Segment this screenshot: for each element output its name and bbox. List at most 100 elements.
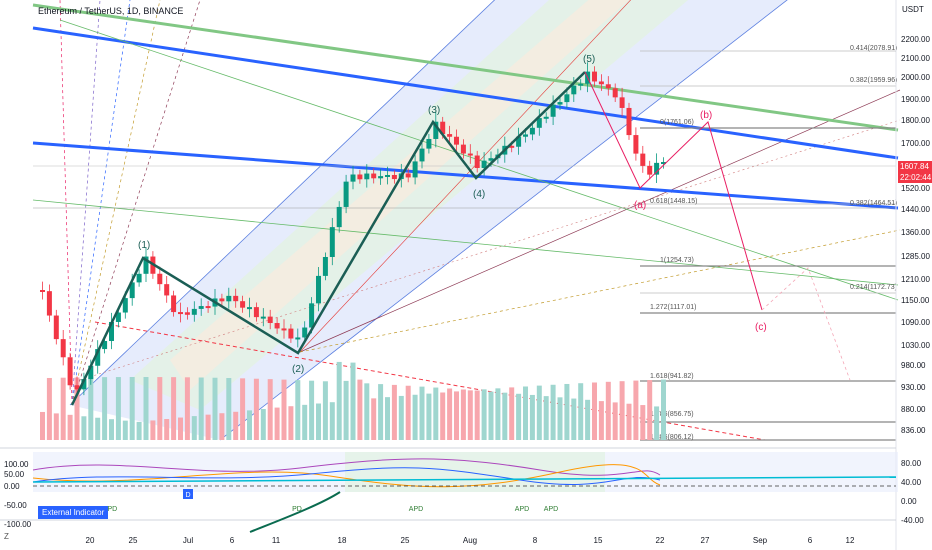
candle[interactable]: [329, 227, 335, 257]
candle[interactable]: [578, 83, 584, 86]
candle[interactable]: [564, 94, 570, 103]
candle[interactable]: [412, 161, 418, 178]
candle[interactable]: [516, 136, 522, 147]
candle[interactable]: [191, 308, 197, 315]
candle[interactable]: [309, 303, 315, 328]
candle[interactable]: [164, 284, 170, 296]
candle[interactable]: [253, 307, 259, 318]
candle[interactable]: [433, 121, 439, 139]
candle[interactable]: [405, 173, 411, 178]
upper-blue-trendline[interactable]: [32, 26, 899, 160]
candle[interactable]: [378, 176, 384, 179]
candle[interactable]: [81, 379, 87, 390]
candle[interactable]: [53, 315, 59, 340]
time-axis[interactable]: 20 25 Jul 6 11 18 25 Aug 8 15 22 27 Sep 6 12: [86, 536, 855, 545]
candle[interactable]: [529, 127, 535, 135]
volume-bar: [198, 377, 204, 440]
candle[interactable]: [447, 134, 453, 137]
candle[interactable]: [467, 153, 473, 156]
candle[interactable]: [350, 174, 356, 182]
candle[interactable]: [74, 385, 80, 390]
candle[interactable]: [316, 275, 321, 304]
candle[interactable]: [385, 174, 390, 177]
candle[interactable]: [46, 291, 52, 316]
candle[interactable]: [240, 301, 246, 308]
candle[interactable]: [550, 104, 556, 117]
candle[interactable]: [626, 107, 632, 136]
candle[interactable]: [481, 160, 487, 169]
candle[interactable]: [661, 162, 666, 165]
candle[interactable]: [612, 88, 618, 98]
candle[interactable]: [157, 273, 163, 285]
candle[interactable]: [605, 84, 611, 89]
osc-left-tick: -50.00: [4, 501, 27, 510]
volume-bar: [212, 377, 218, 440]
price-axis[interactable]: 2200.00 2100.00 2000.00 1900.00 1800.00 1700.…: [901, 35, 930, 435]
candle[interactable]: [109, 321, 114, 341]
candle[interactable]: [67, 357, 73, 386]
candle[interactable]: [647, 165, 653, 175]
candle[interactable]: [640, 153, 646, 166]
candle[interactable]: [295, 337, 301, 340]
candle[interactable]: [205, 306, 211, 309]
candle[interactable]: [40, 290, 45, 292]
candle[interactable]: [171, 295, 177, 313]
candle[interactable]: [343, 181, 349, 207]
candle[interactable]: [136, 273, 142, 283]
candle[interactable]: [122, 298, 128, 313]
candle[interactable]: [488, 158, 494, 161]
candle[interactable]: [357, 174, 363, 180]
symbol-title[interactable]: Ethereum / TetherUS, 1D, BINANCE: [38, 6, 184, 16]
candle[interactable]: [364, 173, 370, 180]
candle[interactable]: [371, 173, 377, 179]
candle[interactable]: [288, 328, 294, 339]
candle[interactable]: [226, 295, 232, 302]
candle[interactable]: [598, 81, 604, 85]
candle[interactable]: [633, 135, 639, 154]
wave-label: (4): [473, 189, 485, 200]
candle[interactable]: [198, 306, 204, 309]
candle[interactable]: [274, 323, 280, 329]
indicator-name-label[interactable]: External Indicator: [38, 506, 109, 519]
candle[interactable]: [219, 298, 225, 302]
candle[interactable]: [260, 316, 266, 319]
candle[interactable]: [233, 295, 239, 302]
bottom-left-tag[interactable]: Z: [4, 532, 9, 541]
candle[interactable]: [143, 256, 149, 274]
lower-blue-trendline[interactable]: [32, 141, 899, 210]
candle[interactable]: [654, 162, 660, 175]
candle[interactable]: [281, 328, 287, 331]
candle[interactable]: [509, 145, 515, 148]
candle[interactable]: [336, 206, 342, 228]
candle[interactable]: [460, 144, 466, 154]
candle[interactable]: [419, 148, 425, 162]
candle[interactable]: [129, 282, 135, 299]
candle[interactable]: [115, 312, 121, 322]
candle[interactable]: [592, 71, 597, 82]
candle[interactable]: [543, 116, 549, 119]
candle[interactable]: [267, 316, 273, 324]
candle[interactable]: [322, 256, 328, 276]
candle[interactable]: [557, 102, 563, 105]
candle[interactable]: [178, 312, 183, 315]
candle[interactable]: [619, 97, 625, 108]
candle[interactable]: [536, 118, 542, 128]
green-trendline[interactable]: [32, 3, 899, 132]
candle[interactable]: [426, 138, 432, 149]
candle[interactable]: [95, 349, 101, 366]
candle[interactable]: [302, 327, 308, 338]
candle[interactable]: [523, 134, 528, 137]
candle[interactable]: [88, 365, 94, 380]
elliott-impulse-wave[interactable]: [70, 71, 586, 406]
candle[interactable]: [184, 312, 190, 315]
candle[interactable]: [440, 121, 446, 135]
candle[interactable]: [391, 174, 397, 180]
abc-correction-path[interactable]: [584, 71, 763, 311]
candle[interactable]: [454, 136, 459, 145]
candle[interactable]: [474, 155, 480, 169]
candle[interactable]: [102, 340, 108, 350]
candle[interactable]: [60, 339, 66, 358]
candle[interactable]: [247, 307, 252, 310]
candle[interactable]: [571, 85, 577, 95]
